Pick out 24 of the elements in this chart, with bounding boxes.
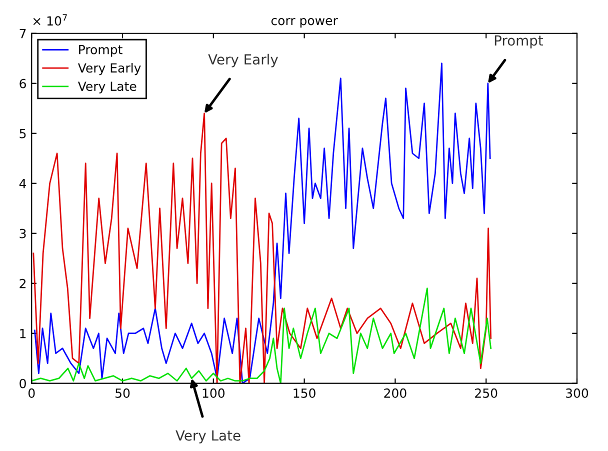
x-tick-label: 0 <box>28 388 35 398</box>
x-tick-label: 200 <box>384 388 406 398</box>
legend-label: Prompt <box>79 45 122 57</box>
x-tick-label: 100 <box>202 388 225 398</box>
y-tick-label: 3 <box>20 228 26 238</box>
text: × 10$^{7}$ <box>33 14 67 26</box>
y-tick-label: 5 <box>20 129 26 138</box>
x-tick-label: 300 <box>566 388 588 398</box>
x-tick-label: 50 <box>116 388 130 398</box>
legend-label: Very Early <box>78 62 141 76</box>
y-tick-label: 0 <box>20 378 26 388</box>
legend-label: Very Late <box>78 82 136 94</box>
chart-title: corr power <box>271 18 338 28</box>
annotation: Very Late <box>176 430 240 444</box>
y-tick-label: 7 <box>20 29 26 38</box>
line-series <box>32 288 492 384</box>
annotation: Prompt <box>494 35 544 48</box>
y-tick-label: 6 <box>20 78 26 88</box>
y-tick-label: 2 <box>20 278 26 288</box>
x-tick-label: 150 <box>294 388 316 398</box>
annotation: Very Early <box>208 54 278 68</box>
x-tick-label: 250 <box>475 388 498 398</box>
y-tick-label: 1 <box>20 328 26 338</box>
y-tick-label: 4 <box>19 179 26 188</box>
